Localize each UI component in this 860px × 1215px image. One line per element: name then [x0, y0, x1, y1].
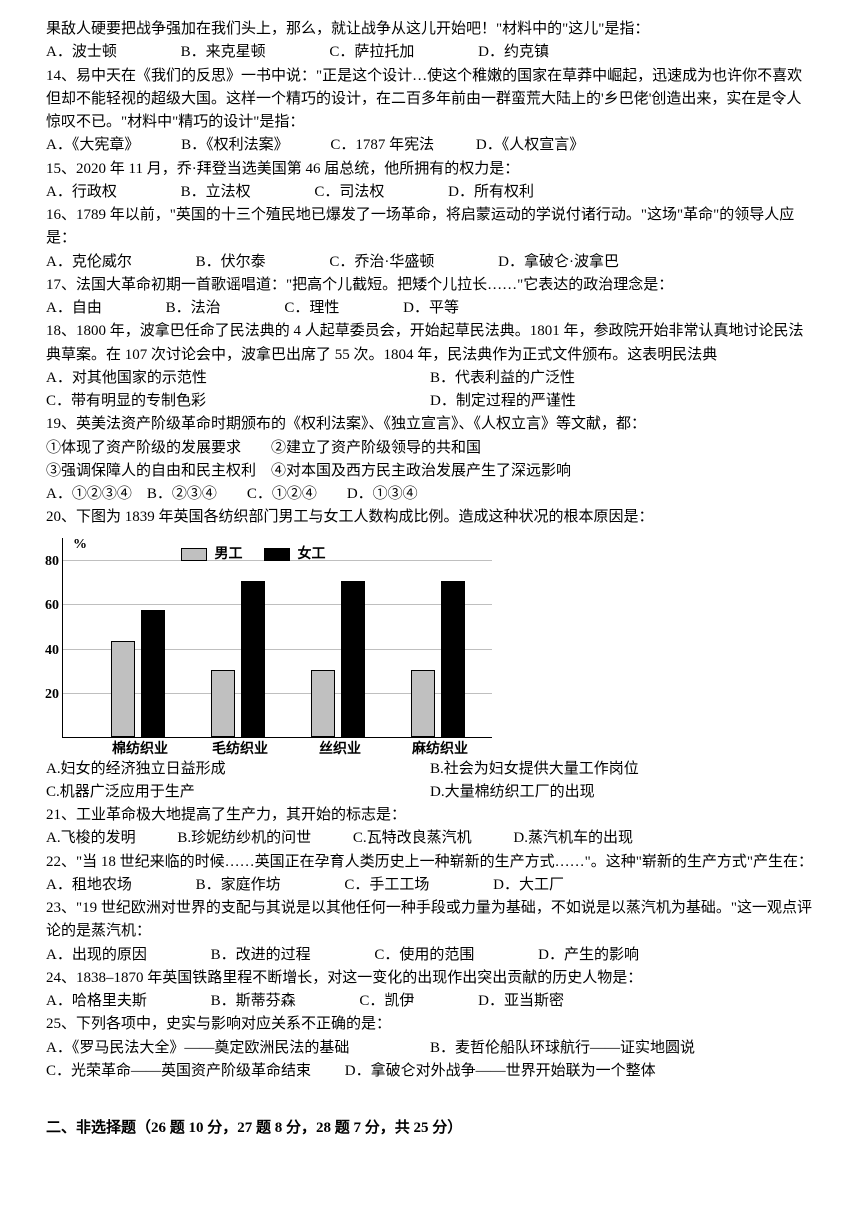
q19-line2: ③强调保障人的自由和民主权利 ④对本国及西方民主政治发展产生了深远影响 — [46, 460, 814, 483]
q20-d: D.大量棉纺织工厂的出现 — [430, 781, 814, 804]
y-tick-label: 40 — [31, 640, 59, 662]
q15-options: A．行政权 B．立法权 C．司法权 D．所有权利 — [46, 181, 814, 204]
q25-d: D．拿破仑对外战争——世界开始联为一个整体 — [345, 1063, 656, 1079]
q16-a: A．克伦威尔 — [46, 251, 132, 274]
q25-a: A．《罗马民法大全》——奠定欧洲民法的基础 — [46, 1037, 430, 1060]
q20-c: C.机器广泛应用于生产 — [46, 781, 430, 804]
q14-options: A．《大宪章》 B．《权利法案》 C．1787 年宪法 D．《人权宣言》 — [46, 134, 814, 157]
q17-d: D．平等 — [403, 297, 459, 320]
q13-stem: 果敌人硬要把战争强加在我们头上，那么，就让战争从这儿开始吧！"材料中的"这儿"是… — [46, 18, 814, 41]
q20-b: B.社会为妇女提供大量工作岗位 — [430, 758, 814, 781]
q16-stem: 16、1789 年以前，"英国的十三个殖民地已爆发了一场革命，将启蒙运动的学说付… — [46, 204, 814, 251]
q17-a: A．自由 — [46, 297, 102, 320]
bar-male — [411, 670, 435, 737]
q18-options: A．对其他国家的示范性 B．代表利益的广泛性 — [46, 367, 814, 390]
q17-stem: 17、法国大革命初期一首歌谣唱道："把高个儿截短。把矮个儿拉长……"它表达的政治… — [46, 274, 814, 297]
q15-d: D．所有权利 — [448, 181, 534, 204]
q25-options2: C．光荣革命——英国资产阶级革命结束 D．拿破仑对外战争——世界开始联为一个整体 — [46, 1060, 814, 1083]
q16-c: C．乔治·华盛顿 — [329, 251, 434, 274]
q13-c: C．萨拉托加 — [329, 41, 414, 64]
q18-c: C．带有明显的专制色彩 — [46, 390, 430, 413]
q17-b: B．法治 — [166, 297, 221, 320]
category-label: 毛纺织业 — [205, 739, 275, 761]
bar-female — [241, 581, 265, 737]
y-axis-unit: % — [73, 534, 87, 556]
y-tick-label: 60 — [31, 595, 59, 617]
q24-options: A．哈格里夫斯 B．斯蒂芬森 C．凯伊 D．亚当斯密 — [46, 990, 814, 1013]
q15-c: C．司法权 — [314, 181, 384, 204]
q18-options2: C．带有明显的专制色彩 D．制定过程的严谨性 — [46, 390, 814, 413]
q18-a: A．对其他国家的示范性 — [46, 367, 430, 390]
q19-line1: ①体现了资产阶级的发展要求 ②建立了资产阶级领导的共和国 — [46, 437, 814, 460]
q24-d: D．亚当斯密 — [478, 990, 564, 1013]
q15-a: A．行政权 — [46, 181, 117, 204]
q22-b: B．家庭作坊 — [196, 874, 281, 897]
q25-stem: 25、下列各项中，史实与影响对应关系不正确的是： — [46, 1013, 814, 1036]
q24-a: A．哈格里夫斯 — [46, 990, 147, 1013]
q16-d: D．拿破仑·波拿巴 — [498, 251, 619, 274]
q24-stem: 24、1838–1870 年英国铁路里程不断增长，对这一变化的出现作出突出贡献的… — [46, 967, 814, 990]
q21-stem: 21、工业革命极大地提高了生产力，其开始的标志是： — [46, 804, 814, 827]
q14-d: D．《人权宣言》 — [476, 134, 584, 157]
q21-a: A.飞梭的发明 — [46, 827, 136, 850]
q20-stem: 20、下图为 1839 年英国各纺织部门男工与女工人数构成比例。造成这种状况的根… — [46, 506, 814, 529]
q25-c: C．光荣革命——英国资产阶级革命结束 — [46, 1063, 311, 1079]
q25-b: B．麦哲伦船队环球航行——证实地圆说 — [430, 1037, 814, 1060]
q15-stem: 15、2020 年 11 月，乔·拜登当选美国第 46 届总统，他所拥有的权力是… — [46, 158, 814, 181]
category-label: 丝织业 — [305, 739, 375, 761]
q18-stem: 18、1800 年，波拿巴任命了民法典的 4 人起草委员会，开始起草民法典。18… — [46, 320, 814, 367]
q19-stem: 19、英美法资产阶级革命时期颁布的《权利法案》、《独立宣言》、《人权立言》等文献… — [46, 413, 814, 436]
bar-female — [141, 610, 165, 737]
q14-a: A．《大宪章》 — [46, 134, 139, 157]
q13-options: A．波士顿 B．来克星顿 C．萨拉托加 D．约克镇 — [46, 41, 814, 64]
y-tick-label: 20 — [31, 684, 59, 706]
q13-a: A．波士顿 — [46, 41, 117, 64]
q22-c: C．手工工场 — [344, 874, 429, 897]
q13-d: D．约克镇 — [478, 41, 549, 64]
q24-c: C．凯伊 — [359, 990, 414, 1013]
q14-c: C．1787 年宪法 — [330, 134, 434, 157]
q20-options2: C.机器广泛应用于生产 D.大量棉纺织工厂的出现 — [46, 781, 814, 804]
q18-d: D．制定过程的严谨性 — [430, 390, 814, 413]
q23-options: A．出现的原因 B．改进的过程 C．使用的范围 D．产生的影响 — [46, 944, 814, 967]
q17-c: C．理性 — [284, 297, 339, 320]
q23-a: A．出现的原因 — [46, 944, 147, 967]
q21-b: B.珍妮纺纱机的问世 — [177, 827, 311, 850]
y-tick-label: 80 — [31, 551, 59, 573]
q23-b: B．改进的过程 — [211, 944, 311, 967]
bar-female — [341, 581, 365, 737]
bar-male — [111, 641, 135, 737]
q17-options: A．自由 B．法治 C．理性 D．平等 — [46, 297, 814, 320]
bar-male — [311, 670, 335, 737]
q23-c: C．使用的范围 — [374, 944, 474, 967]
q24-b: B．斯蒂芬森 — [211, 990, 296, 1013]
bar-male — [211, 670, 235, 737]
q13-b: B．来克星顿 — [181, 41, 266, 64]
section2-title: 二、非选择题（26 题 10 分，27 题 8 分，28 题 7 分，共 25 … — [46, 1117, 814, 1140]
q14-b: B．《权利法案》 — [181, 134, 289, 157]
q22-a: A．租地农场 — [46, 874, 132, 897]
q20-options: A.妇女的经济独立日益形成 B.社会为妇女提供大量工作岗位 — [46, 758, 814, 781]
chart-legend: 男工 女工 — [163, 544, 326, 566]
q19-opts: A．①②③④ B．②③④ C．①②④ D．①③④ — [46, 483, 814, 506]
q22-options: A．租地农场 B．家庭作坊 C．手工工场 D．大工厂 — [46, 874, 814, 897]
category-label: 麻纺织业 — [405, 739, 475, 761]
bar-female — [441, 581, 465, 737]
q21-options: A.飞梭的发明 B.珍妮纺纱机的问世 C.瓦特改良蒸汽机 D.蒸汽机车的出现 — [46, 827, 814, 850]
q18-b: B．代表利益的广泛性 — [430, 367, 814, 390]
q22-stem: 22、"当 18 世纪来临的时候……英国正在孕育人类历史上一种崭新的生产方式……… — [46, 851, 814, 874]
q21-c: C.瓦特改良蒸汽机 — [353, 827, 472, 850]
worker-ratio-chart: % 男工 女工 20406080棉纺织业毛纺织业丝织业麻纺织业 — [62, 538, 492, 738]
q23-stem: 23、"19 世纪欧洲对世界的支配与其说是以其他任何一种手段或力量为基础，不如说… — [46, 897, 814, 944]
category-label: 棉纺织业 — [105, 739, 175, 761]
q20-a: A.妇女的经济独立日益形成 — [46, 758, 430, 781]
q16-b: B．伏尔泰 — [196, 251, 266, 274]
q23-d: D．产生的影响 — [538, 944, 639, 967]
q25-options: A．《罗马民法大全》——奠定欧洲民法的基础 B．麦哲伦船队环球航行——证实地圆说 — [46, 1037, 814, 1060]
q15-b: B．立法权 — [181, 181, 251, 204]
q22-d: D．大工厂 — [493, 874, 564, 897]
q21-d: D.蒸汽机车的出现 — [513, 827, 633, 850]
q14-stem: 14、易中天在《我们的反思》一书中说："正是这个设计…使这个稚嫩的国家在草莽中崛… — [46, 65, 814, 135]
q16-options: A．克伦威尔 B．伏尔泰 C．乔治·华盛顿 D．拿破仑·波拿巴 — [46, 251, 814, 274]
